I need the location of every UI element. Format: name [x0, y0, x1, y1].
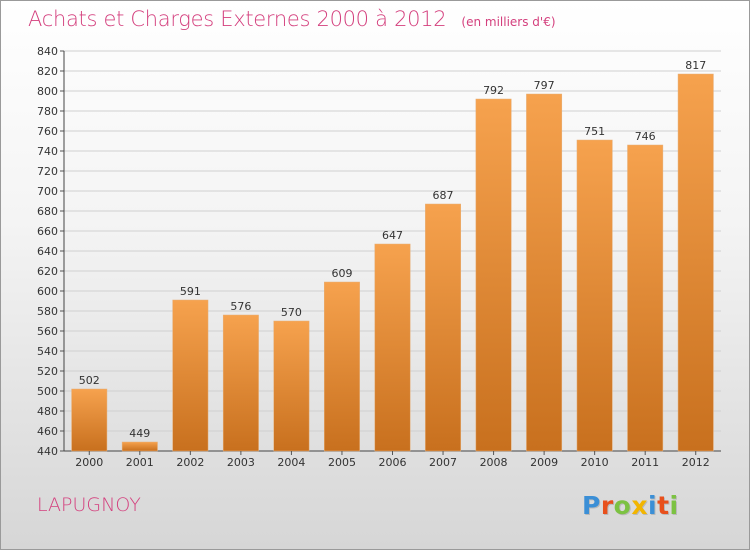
logo-letter: r	[600, 491, 614, 520]
bar	[71, 388, 108, 452]
bar	[576, 139, 613, 452]
y-tick-label: 660	[37, 225, 58, 238]
location-label: LAPUGNOY	[37, 494, 141, 516]
y-tick-label: 700	[37, 185, 58, 198]
bar	[222, 314, 259, 452]
x-tick-label: 2011	[631, 456, 659, 469]
chart-title-group: Achats et Charges Externes 2000 à 2012 (…	[28, 7, 556, 31]
y-tick-label: 720	[37, 165, 58, 178]
bar	[273, 320, 310, 452]
proxiti-logo: Proxiti	[582, 491, 679, 520]
data-label: 449	[129, 427, 150, 440]
y-tick-label: 520	[37, 365, 58, 378]
bar	[425, 203, 461, 452]
y-tick-label: 800	[37, 85, 58, 98]
data-label: 817	[685, 59, 706, 72]
bar	[374, 243, 411, 452]
logo-letter: P	[582, 491, 601, 520]
data-label: 751	[584, 125, 605, 138]
y-tick-label: 540	[37, 345, 58, 358]
bar	[526, 93, 563, 452]
chart-subtitle: (en milliers d'€)	[461, 15, 556, 29]
y-tick-label: 620	[37, 265, 58, 278]
data-label: 576	[230, 300, 251, 313]
x-tick-label: 2002	[176, 456, 204, 469]
data-label: 687	[433, 189, 454, 202]
logo-letter: o	[613, 491, 632, 520]
y-tick-label: 780	[37, 105, 58, 118]
bar	[324, 281, 360, 452]
logo-letter: t	[657, 491, 670, 520]
data-label: 609	[331, 267, 352, 280]
y-tick-label: 600	[37, 285, 58, 298]
data-label: 502	[79, 374, 100, 387]
x-tick-label: 2000	[75, 456, 103, 469]
x-tick-label: 2001	[126, 456, 154, 469]
logo-letter: i	[669, 491, 679, 520]
x-tick-label: 2008	[480, 456, 508, 469]
x-tick-label: 2007	[429, 456, 457, 469]
logo-letter: x	[631, 491, 648, 520]
y-tick-label: 740	[37, 145, 58, 158]
data-label: 792	[483, 84, 504, 97]
data-label: 797	[534, 79, 555, 92]
logo-letter: i	[648, 491, 658, 520]
x-tick-label: 2010	[581, 456, 609, 469]
x-tick-label: 2005	[328, 456, 356, 469]
x-tick-label: 2004	[277, 456, 305, 469]
y-tick-label: 840	[37, 45, 58, 58]
data-label: 591	[180, 285, 201, 298]
bar	[121, 441, 158, 452]
y-tick-label: 760	[37, 125, 58, 138]
chart-title: Achats et Charges Externes 2000 à 2012	[28, 7, 447, 31]
y-tick-label: 580	[37, 305, 58, 318]
data-label: 746	[635, 130, 656, 143]
y-tick-label: 500	[37, 385, 58, 398]
y-tick-label: 480	[37, 405, 58, 418]
bar	[677, 73, 714, 452]
y-tick-label: 640	[37, 245, 58, 258]
y-tick-label: 820	[37, 65, 58, 78]
y-tick-label: 680	[37, 205, 58, 218]
data-label: 570	[281, 306, 302, 319]
x-tick-label: 2012	[682, 456, 710, 469]
bar	[172, 299, 209, 452]
y-tick-label: 560	[37, 325, 58, 338]
y-tick-label: 460	[37, 425, 58, 438]
x-tick-label: 2009	[530, 456, 558, 469]
bar	[475, 98, 512, 452]
data-label: 647	[382, 229, 403, 242]
y-tick-label: 440	[37, 445, 58, 458]
x-tick-label: 2006	[379, 456, 407, 469]
x-tick-label: 2003	[227, 456, 255, 469]
bar	[627, 144, 664, 452]
